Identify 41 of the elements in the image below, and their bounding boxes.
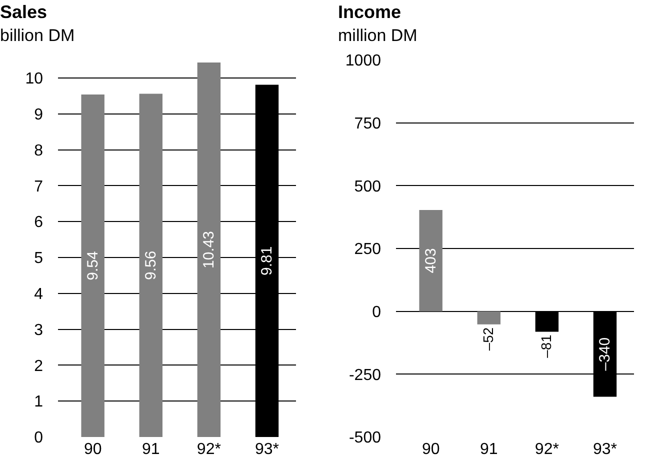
y-tick-label: 6 (34, 214, 44, 232)
chart-subtitle: billion DM (0, 26, 75, 46)
bar (139, 94, 162, 437)
y-tick-label: 1000 (345, 52, 382, 70)
bar (197, 62, 221, 437)
y-tick-label: 500 (354, 178, 382, 196)
data-label: –52 (480, 327, 496, 351)
y-tick-label: 2 (34, 358, 44, 375)
x-tick-label: 93* (592, 441, 617, 458)
y-tick-label: -250 (348, 366, 382, 384)
y-tick-label: 5 (34, 250, 44, 268)
y-tick-label: 0 (372, 304, 382, 321)
x-tick-label: 90 (422, 441, 440, 458)
y-tick-label: 9 (34, 106, 44, 124)
chart-title: Sales (0, 2, 48, 23)
x-tick-label: 91 (142, 441, 160, 458)
y-tick-label: 10 (25, 70, 44, 88)
chart-subtitle: million DM (338, 26, 418, 46)
data-label: 10.43 (200, 230, 218, 269)
y-tick-label: 8 (34, 142, 44, 160)
y-tick-label: 3 (34, 322, 44, 339)
x-tick-label: 92* (534, 441, 559, 458)
data-label: –81 (538, 334, 554, 358)
y-tick-label: -500 (348, 430, 382, 447)
y-tick-label: 4 (34, 286, 44, 303)
x-tick-label: 93* (254, 441, 279, 458)
x-tick-label: 92* (196, 441, 221, 458)
x-tick-label: 90 (84, 441, 102, 458)
data-label: 9.81 (258, 246, 276, 276)
y-tick-label: 7 (34, 178, 44, 196)
bar (81, 94, 104, 437)
data-label: –340 (596, 337, 614, 371)
y-tick-label: 750 (354, 115, 382, 132)
y-tick-label: 250 (354, 241, 382, 258)
data-label: 9.54 (84, 251, 102, 280)
chart-title: Income (338, 2, 402, 23)
x-tick-label: 91 (480, 441, 498, 458)
data-label: 9.56 (142, 250, 160, 280)
y-tick-label: 1 (34, 394, 44, 411)
data-label: 403 (422, 248, 440, 274)
y-tick-label: 0 (34, 430, 44, 447)
